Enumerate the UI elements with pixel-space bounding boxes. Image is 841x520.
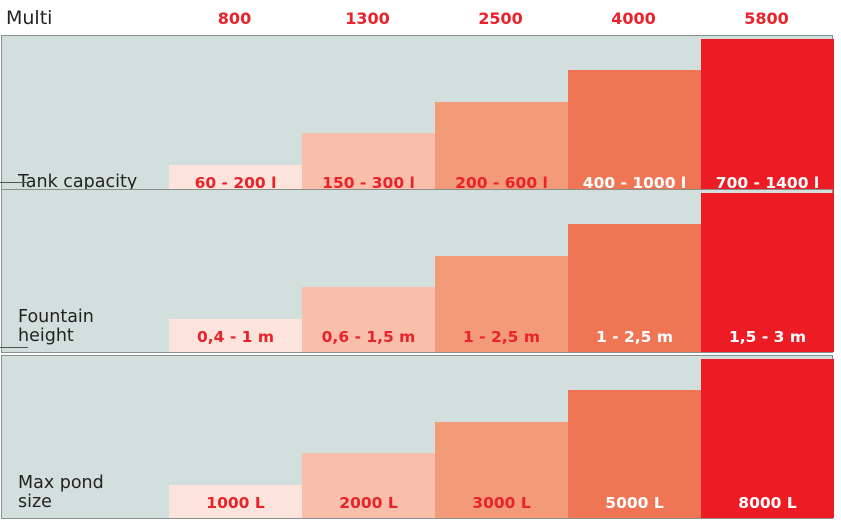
bar-value-label: 700 - 1400 l	[715, 174, 820, 192]
divider-tick	[0, 347, 28, 348]
bar-1300: 0,6 - 1,5 m	[302, 287, 435, 352]
bar-value-label: 0,6 - 1,5 m	[321, 328, 416, 346]
panel-2: Fountain height 0,4 - 1 m 0,6 - 1,5 m 1 - 2,…	[1, 189, 834, 353]
bar-value-label: 1 - 2,5 m	[462, 328, 540, 346]
bar-value-label: 150 - 300 l	[322, 174, 415, 192]
header-model-800: 800	[217, 9, 252, 28]
header-model-1300: 1300	[345, 9, 390, 28]
bar-value-label: 200 - 600 l	[455, 174, 548, 192]
panel-label: Fountain height	[18, 307, 94, 346]
header-row: Multi 800 1300 2500 4000 5800	[0, 0, 841, 36]
divider-tick	[0, 182, 28, 183]
panel-3: Max pond size 1000 L 2000 L 3000 L 5000 L 8000…	[1, 355, 834, 519]
bar-value-label: 1000 L	[206, 494, 265, 512]
bar-value-label: 3000 L	[472, 494, 531, 512]
header-title: Multi	[6, 7, 53, 29]
bar-value-label: 1,5 - 3 m	[728, 328, 806, 346]
bar-800: 0,4 - 1 m	[169, 319, 302, 352]
bar-value-label: 0,4 - 1 m	[196, 328, 274, 346]
bar-5800: 8000 L	[701, 359, 834, 518]
panel-label: Max pond size	[18, 473, 104, 512]
bar-5800: 1,5 - 3 m	[701, 193, 834, 352]
bar-value-label: 2000 L	[339, 494, 398, 512]
bar-value-label: 60 - 200 l	[194, 174, 277, 192]
bar-1300: 150 - 300 l	[302, 133, 435, 198]
bar-4000: 5000 L	[568, 390, 701, 518]
bar-4000: 1 - 2,5 m	[568, 224, 701, 352]
bar-value-label: 1 - 2,5 m	[595, 328, 673, 346]
bar-2500: 200 - 600 l	[435, 102, 568, 198]
bar-value-label: 5000 L	[605, 494, 664, 512]
panel-1: Tank capacity 60 - 200 l 150 - 300 l 200 - …	[1, 35, 834, 199]
header-model-4000: 4000	[611, 9, 656, 28]
bar-800: 1000 L	[169, 485, 302, 518]
bar-2500: 1 - 2,5 m	[435, 256, 568, 352]
bar-value-label: 400 - 1000 l	[582, 174, 687, 192]
header-model-2500: 2500	[478, 9, 523, 28]
bar-4000: 400 - 1000 l	[568, 70, 701, 198]
panel-label: Tank capacity	[18, 172, 138, 192]
bar-2500: 3000 L	[435, 422, 568, 518]
header-model-5800: 5800	[744, 9, 789, 28]
bar-1300: 2000 L	[302, 453, 435, 518]
bar-value-label: 8000 L	[738, 494, 797, 512]
bar-5800: 700 - 1400 l	[701, 39, 834, 198]
